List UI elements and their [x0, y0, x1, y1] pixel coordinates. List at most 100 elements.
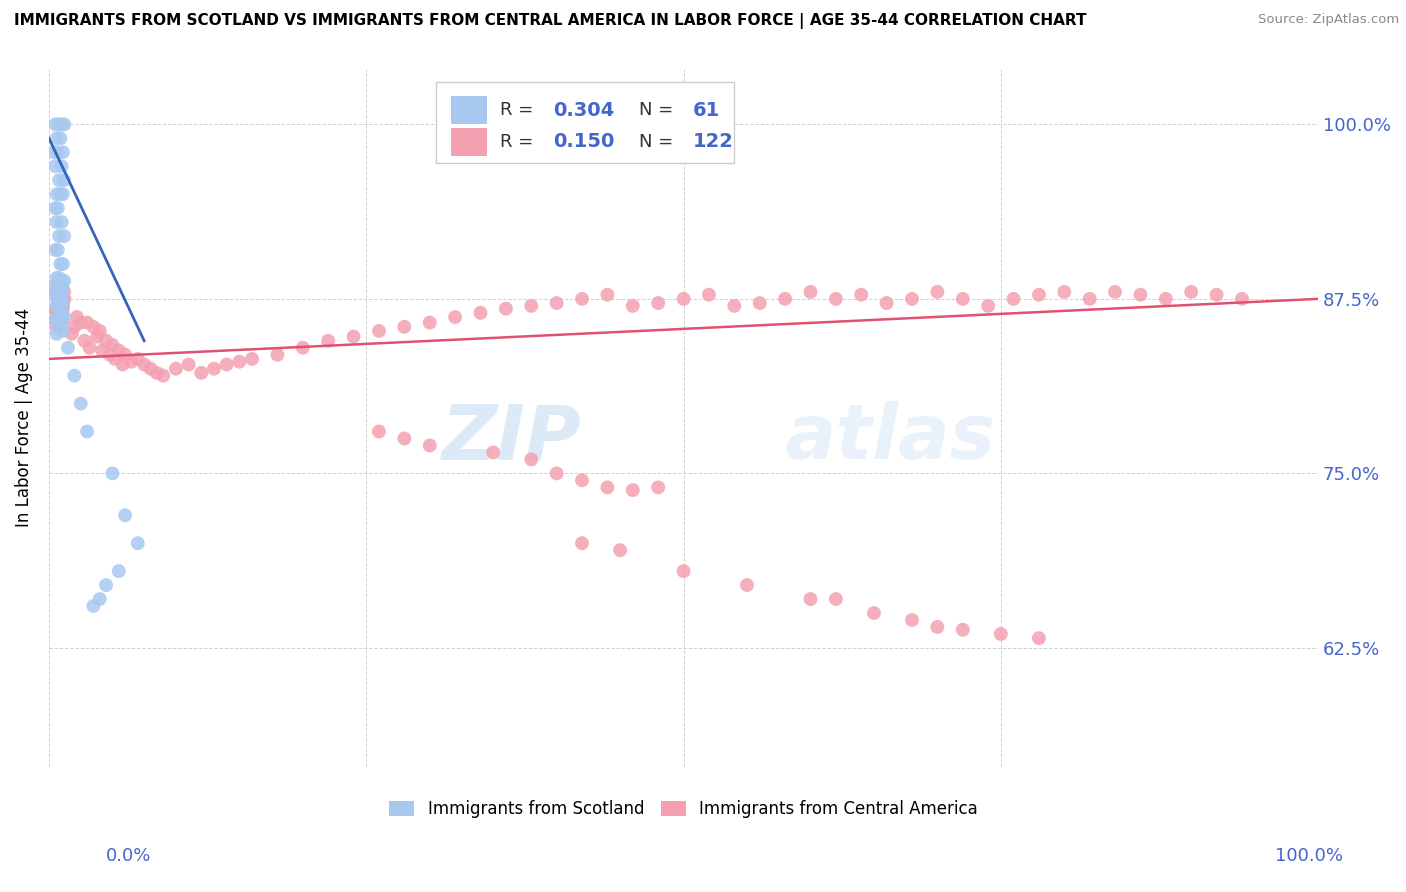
Point	[44, 159, 66, 173]
Text: Source: ZipAtlas.com: Source: ZipAtlas.com	[1258, 13, 1399, 27]
Point	[51, 310, 73, 324]
Point	[1104, 285, 1126, 299]
Point	[571, 474, 593, 488]
Point	[647, 480, 669, 494]
Point	[1129, 287, 1152, 301]
Point	[66, 310, 89, 324]
Point	[735, 578, 758, 592]
Point	[82, 319, 104, 334]
Point	[49, 299, 72, 313]
Point	[127, 351, 149, 366]
Point	[79, 341, 101, 355]
Point	[49, 187, 72, 202]
Point	[94, 334, 117, 348]
Point	[202, 361, 225, 376]
Point	[52, 296, 75, 310]
Point	[773, 292, 796, 306]
Point	[316, 334, 339, 348]
Point	[46, 316, 69, 330]
Point	[53, 117, 76, 131]
Bar	[451, 96, 486, 124]
Point	[51, 215, 73, 229]
Point	[53, 274, 76, 288]
Point	[520, 299, 543, 313]
Point	[165, 361, 187, 376]
Point	[672, 564, 695, 578]
Text: 0.304: 0.304	[553, 101, 614, 120]
Point	[51, 287, 73, 301]
Point	[89, 324, 111, 338]
Point	[51, 159, 73, 173]
Point	[1002, 292, 1025, 306]
Point	[824, 292, 846, 306]
Point	[121, 354, 143, 368]
Point	[44, 117, 66, 131]
Point	[1180, 285, 1202, 299]
Point	[215, 358, 238, 372]
Text: 100.0%: 100.0%	[1275, 847, 1343, 865]
Point	[697, 287, 720, 301]
Point	[45, 306, 67, 320]
Point	[52, 145, 75, 160]
Point	[49, 292, 72, 306]
Point	[368, 324, 391, 338]
Point	[114, 348, 136, 362]
Text: R =: R =	[499, 102, 538, 120]
Point	[266, 348, 288, 362]
Point	[368, 425, 391, 439]
Point	[46, 201, 69, 215]
Point	[49, 131, 72, 145]
Y-axis label: In Labor Force | Age 35-44: In Labor Force | Age 35-44	[15, 308, 32, 527]
Point	[44, 285, 66, 299]
Point	[45, 285, 67, 299]
Point	[240, 351, 263, 366]
Point	[45, 187, 67, 202]
Point	[53, 229, 76, 244]
Point	[48, 117, 70, 131]
Point	[42, 287, 65, 301]
Point	[114, 508, 136, 523]
Text: IMMIGRANTS FROM SCOTLAND VS IMMIGRANTS FROM CENTRAL AMERICA IN LABOR FORCE | AGE: IMMIGRANTS FROM SCOTLAND VS IMMIGRANTS F…	[14, 13, 1087, 29]
Point	[44, 313, 66, 327]
Point	[48, 173, 70, 187]
Point	[86, 329, 108, 343]
Point	[190, 366, 212, 380]
Point	[1028, 631, 1050, 645]
Point	[863, 606, 886, 620]
Point	[990, 627, 1012, 641]
Point	[98, 348, 121, 362]
Point	[45, 271, 67, 285]
Point	[799, 592, 821, 607]
Point	[104, 351, 127, 366]
Point	[1078, 292, 1101, 306]
Point	[49, 301, 72, 316]
Text: 0.150: 0.150	[553, 132, 614, 152]
Point	[46, 145, 69, 160]
Bar	[451, 128, 486, 156]
Bar	[436, 82, 734, 162]
Point	[51, 117, 73, 131]
Point	[44, 201, 66, 215]
Point	[52, 299, 75, 313]
Point	[42, 145, 65, 160]
Point	[49, 257, 72, 271]
Point	[107, 564, 129, 578]
Point	[952, 623, 974, 637]
Point	[52, 313, 75, 327]
Text: 122: 122	[692, 132, 734, 152]
Point	[101, 338, 124, 352]
Point	[901, 613, 924, 627]
Point	[596, 480, 619, 494]
Point	[69, 316, 91, 330]
Point	[394, 432, 416, 446]
Point	[69, 396, 91, 410]
Point	[46, 292, 69, 306]
Point	[44, 277, 66, 292]
Point	[520, 452, 543, 467]
Point	[927, 620, 949, 634]
Point	[977, 299, 1000, 313]
Point	[46, 243, 69, 257]
Point	[48, 310, 70, 324]
Text: N =: N =	[640, 133, 679, 151]
Point	[46, 292, 69, 306]
